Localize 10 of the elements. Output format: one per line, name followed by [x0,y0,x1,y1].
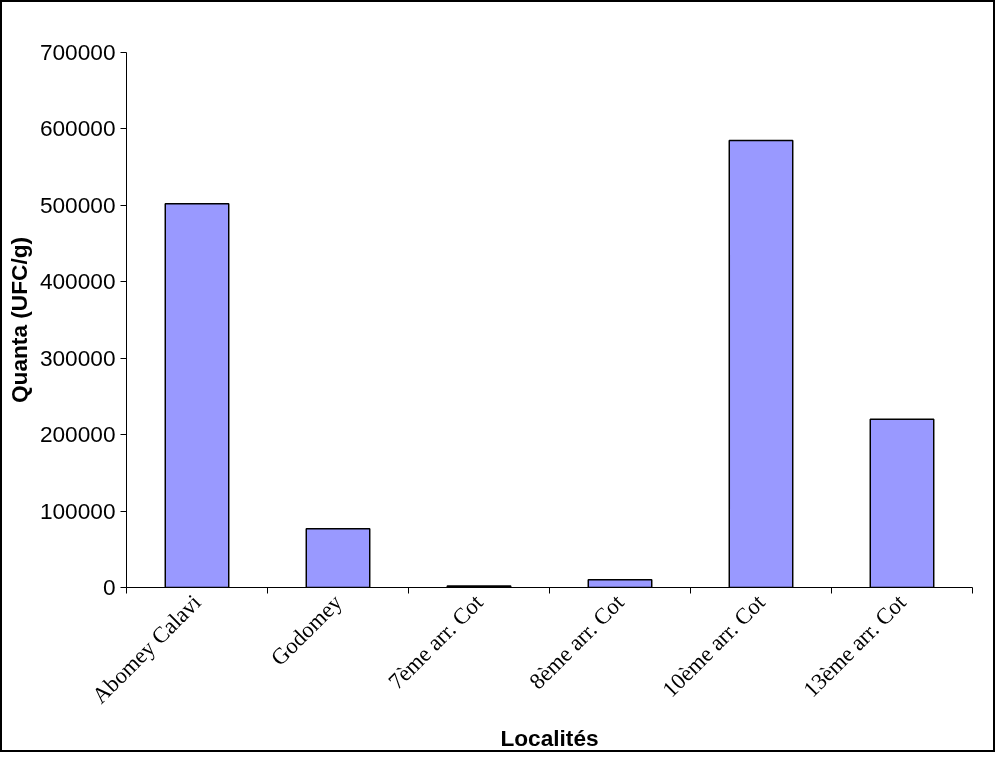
y-tick-label: 100000 [39,497,116,524]
x-axis-title: Localités [500,725,599,752]
y-tick-label: 200000 [39,421,116,448]
y-tick-label: 400000 [39,268,116,295]
y-tick-label: 700000 [39,39,116,65]
y-tick-label: 600000 [39,115,116,142]
y-tick-label: 500000 [39,191,116,218]
y-tick-label: 300000 [39,344,116,371]
y-axis-title: Quanta (UFC/g) [5,236,32,404]
y-tick-label: 0 [102,574,116,600]
